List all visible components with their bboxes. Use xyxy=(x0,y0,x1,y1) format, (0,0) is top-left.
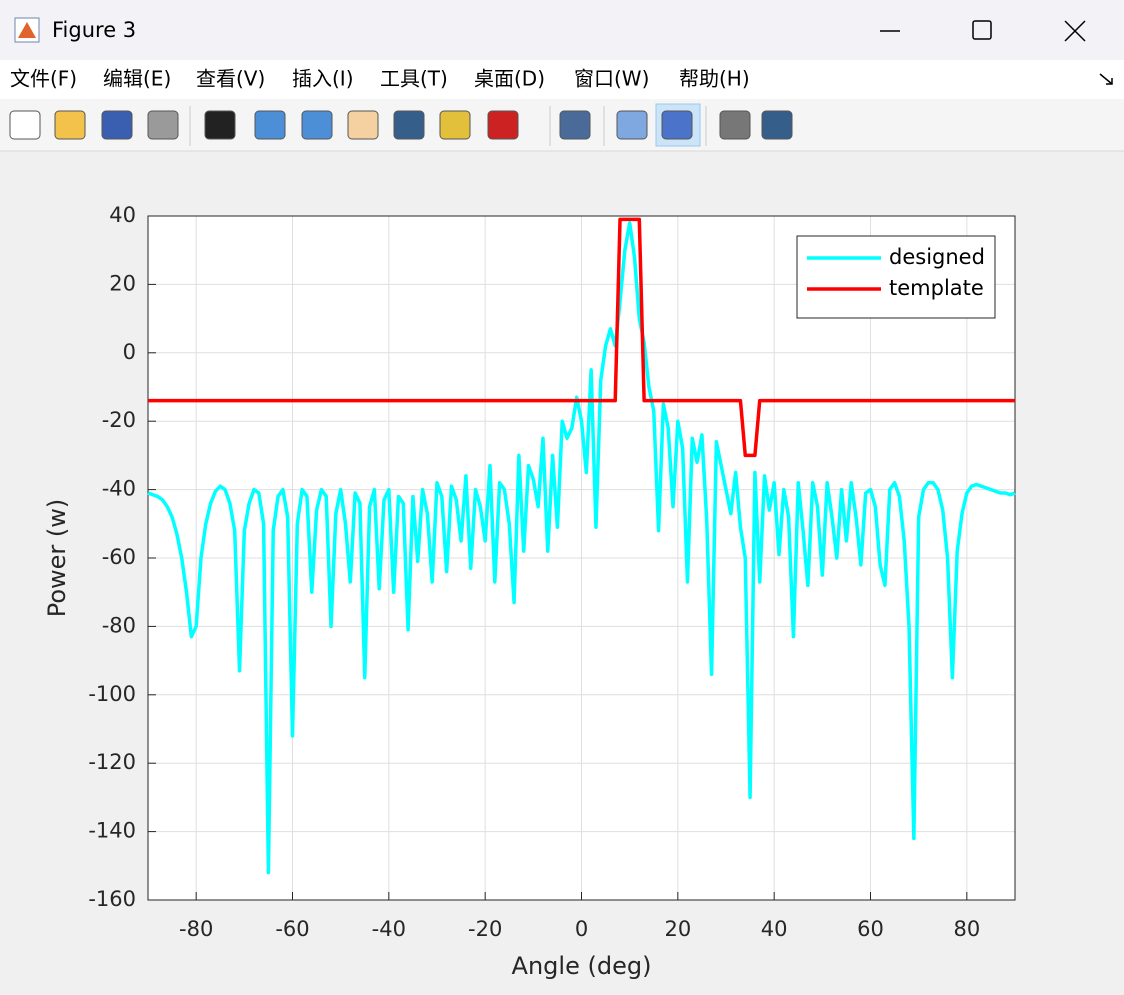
menu-bar xyxy=(0,60,1124,99)
toolbar-button[interactable] xyxy=(147,110,179,140)
toolbar-button[interactable] xyxy=(393,110,425,140)
x-tick-label: 80 xyxy=(953,917,980,941)
menu-item[interactable]: 编辑(E) xyxy=(103,67,171,91)
toolbar-button[interactable] xyxy=(9,110,41,140)
menu-item[interactable]: 文件(F) xyxy=(10,67,77,91)
y-tick-label: -80 xyxy=(102,613,136,637)
window-title: Figure 3 xyxy=(52,18,136,42)
menu-item[interactable]: 插入(I) xyxy=(292,67,354,91)
axes-box xyxy=(147,215,1016,901)
y-tick-label: 0 xyxy=(123,340,136,364)
legend-label: template xyxy=(889,276,984,300)
series-line xyxy=(148,217,1015,458)
y-tick-label: 40 xyxy=(109,203,136,227)
y-tick-label: -20 xyxy=(102,408,136,432)
series-line xyxy=(147,221,1016,875)
x-tick-label: 20 xyxy=(664,917,691,941)
toolbar-button[interactable] xyxy=(204,110,236,140)
y-axis-label: Power (w) xyxy=(43,499,71,618)
toolbar-button[interactable] xyxy=(439,110,471,140)
toolbar-button[interactable] xyxy=(101,110,133,140)
y-tick-label: -160 xyxy=(88,887,136,911)
x-tick-label: 40 xyxy=(761,917,788,941)
y-tick-label: 20 xyxy=(109,271,136,295)
toolbar-button[interactable] xyxy=(719,110,751,140)
title-bar xyxy=(0,0,1124,60)
y-tick-label: -140 xyxy=(88,819,136,843)
y-tick-label: -100 xyxy=(88,682,136,706)
x-tick-label: -40 xyxy=(372,917,406,941)
toolbar-button[interactable] xyxy=(254,110,286,140)
x-tick-label: 60 xyxy=(857,917,884,941)
maximize-button[interactable] xyxy=(972,20,992,40)
toolbar-button[interactable] xyxy=(54,110,86,140)
app-icon-logo xyxy=(18,22,36,38)
toolbar-button[interactable] xyxy=(347,110,379,140)
toolbar-button[interactable] xyxy=(301,110,333,140)
x-tick-label: -20 xyxy=(468,917,502,941)
y-tick-label: -40 xyxy=(102,477,136,501)
close-button[interactable] xyxy=(1064,20,1086,42)
menu-item[interactable]: 查看(V) xyxy=(196,67,265,91)
y-tick-label: -120 xyxy=(88,750,136,774)
x-tick-label: 0 xyxy=(575,917,588,941)
menu-item[interactable]: 窗口(W) xyxy=(574,67,649,91)
toolbar-button[interactable] xyxy=(761,110,793,140)
toolbar-button[interactable] xyxy=(559,110,591,140)
legend-box xyxy=(796,235,996,319)
y-tick-label: -60 xyxy=(102,545,136,569)
toolbar-button[interactable] xyxy=(487,110,519,140)
menu-item[interactable]: 工具(T) xyxy=(380,67,448,91)
toolbar-button[interactable] xyxy=(616,110,648,140)
menu-item[interactable]: 桌面(D) xyxy=(474,67,545,91)
menu-arrow[interactable] xyxy=(1099,73,1113,85)
x-tick-label: -80 xyxy=(179,917,213,941)
toolbar-button[interactable] xyxy=(661,110,693,140)
x-tick-label: -60 xyxy=(275,917,309,941)
x-axis-label: Angle (deg) xyxy=(512,952,652,980)
menu-item[interactable]: 帮助(H) xyxy=(679,67,750,91)
legend-label: designed xyxy=(889,245,985,269)
